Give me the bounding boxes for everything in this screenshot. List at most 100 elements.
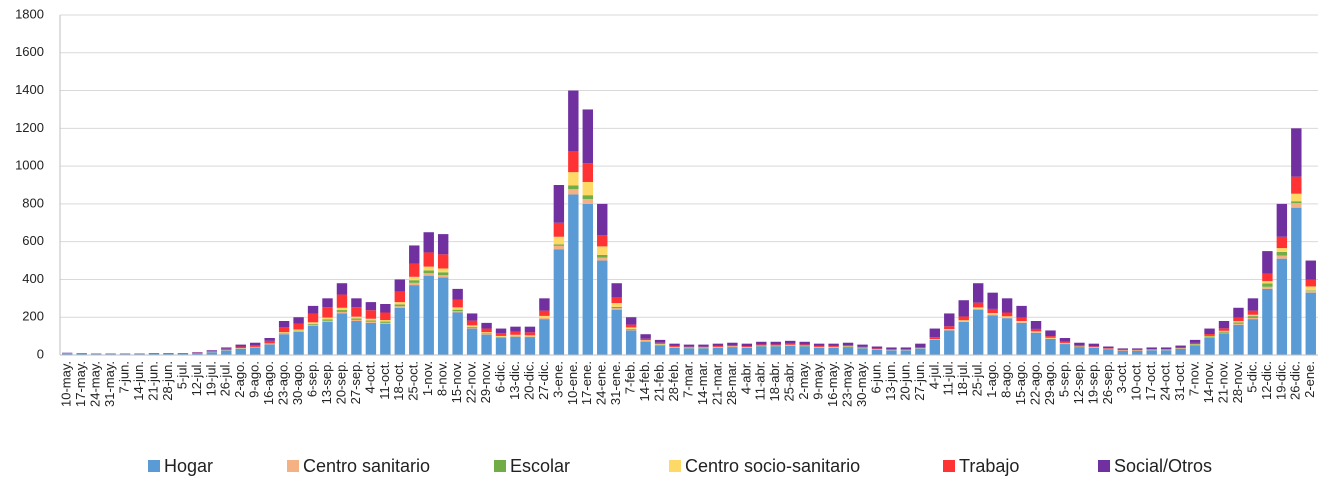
bar-segment (1233, 323, 1244, 325)
bar-segment (481, 332, 492, 334)
bar-segment (741, 347, 753, 355)
bar-segment (1117, 348, 1128, 350)
y-tick-label: 1000 (15, 158, 44, 173)
bar-segment (1030, 321, 1042, 329)
y-tick-label: 400 (22, 271, 44, 286)
x-tick-label: 26-sep. (1100, 361, 1115, 404)
bar-segment (1103, 349, 1114, 355)
bar-segment (466, 327, 478, 329)
x-tick-label: 17-may. (73, 361, 88, 407)
bar-segment (1175, 348, 1186, 355)
bar-segment (915, 348, 926, 355)
bar-segment (597, 260, 608, 355)
bar-segment (611, 283, 622, 298)
bar-segment (524, 337, 536, 355)
x-tick-label: 11-jul. (941, 361, 956, 395)
bar-segment (568, 90, 579, 152)
bar-segment (264, 343, 275, 345)
bar-segment (365, 322, 377, 355)
x-tick-label: 25-oct. (406, 361, 421, 401)
bar-segment (944, 329, 955, 331)
bar-segment (394, 304, 406, 307)
bar-segment (972, 283, 984, 303)
bar-segment (1117, 349, 1128, 351)
bar-segment (727, 347, 738, 355)
bar-segment (510, 336, 521, 355)
bar-segment (351, 307, 362, 317)
x-tick-label: 18-abr. (767, 361, 782, 401)
bar-segment (1291, 176, 1302, 194)
bar-segment (409, 245, 420, 264)
x-tick-label: 18-jul. (955, 361, 970, 396)
x-tick-label: 21-jun. (145, 361, 160, 401)
bar-segment (1204, 337, 1215, 338)
bar-segment (307, 313, 319, 323)
bar-segment (987, 313, 998, 315)
bar-segment (553, 249, 565, 355)
bar-segment (1204, 336, 1215, 338)
bar-segment (394, 291, 406, 303)
bar-segment (1146, 350, 1157, 355)
bar-segment (351, 316, 362, 319)
bar-segment (886, 350, 897, 355)
bar-segment (351, 319, 362, 321)
legend-swatch (669, 460, 681, 472)
bar-segment (785, 345, 796, 355)
bar-segment (1160, 349, 1172, 350)
bar-segment (1030, 328, 1042, 332)
bar-segment (1030, 332, 1042, 355)
bar-segment (1262, 283, 1273, 287)
bar-segment (625, 329, 637, 331)
bar-segment (1218, 331, 1230, 333)
bar-segment (380, 312, 391, 321)
bar-segment (712, 345, 724, 347)
bar-segment (221, 348, 232, 350)
bar-segment (322, 320, 333, 322)
bar-segment (495, 336, 507, 338)
y-tick-label: 600 (22, 233, 44, 248)
bar-segment (1233, 317, 1244, 322)
bar-segment (524, 336, 536, 338)
bar-segment (886, 347, 897, 350)
bar-segment (857, 344, 868, 347)
bar-segment (741, 346, 753, 348)
bar-segment (1001, 317, 1013, 319)
bar-segment (1247, 317, 1259, 320)
x-tick-label: 27-dic. (536, 361, 551, 400)
bar-segment (452, 312, 463, 355)
bar-segment (1233, 321, 1244, 323)
bar-segment (886, 349, 897, 350)
x-tick-label: 7-nov. (1187, 361, 1202, 396)
bar-segment (1074, 345, 1085, 347)
bar-segment (394, 279, 406, 292)
bar-segment (1074, 347, 1085, 355)
bar-segment (1189, 344, 1201, 345)
bar-segment (597, 235, 608, 247)
bar-segment (553, 236, 565, 245)
bar-segment (712, 347, 724, 355)
x-tick-label: 14-mar. (695, 361, 710, 405)
bar-segment (351, 298, 362, 308)
bar-segment (553, 185, 565, 223)
bar-segment (582, 195, 593, 199)
x-tick-label: 18-oct. (391, 361, 406, 401)
x-tick-label: 3-oct. (1114, 361, 1129, 394)
bar-segment (654, 343, 666, 345)
bar-segment (611, 309, 622, 355)
bar-segment (1305, 286, 1316, 291)
x-tick-label: 20-jun. (897, 361, 912, 401)
legend-label: Trabajo (959, 456, 1019, 476)
bar-segment (1305, 290, 1316, 293)
bar-segment (293, 331, 304, 332)
bar-segment (568, 189, 579, 195)
bar-segment (625, 327, 637, 329)
bar-segment (1276, 248, 1288, 252)
bar-segment (409, 276, 420, 281)
bar-segment (481, 322, 492, 329)
bar-segment (1262, 273, 1273, 282)
bar-segment (539, 317, 550, 320)
x-tick-label: 12-jul. (189, 361, 204, 396)
x-tick-label: 1-ago. (984, 361, 999, 398)
bar-segment (192, 353, 203, 355)
bar-segment (1030, 331, 1042, 333)
